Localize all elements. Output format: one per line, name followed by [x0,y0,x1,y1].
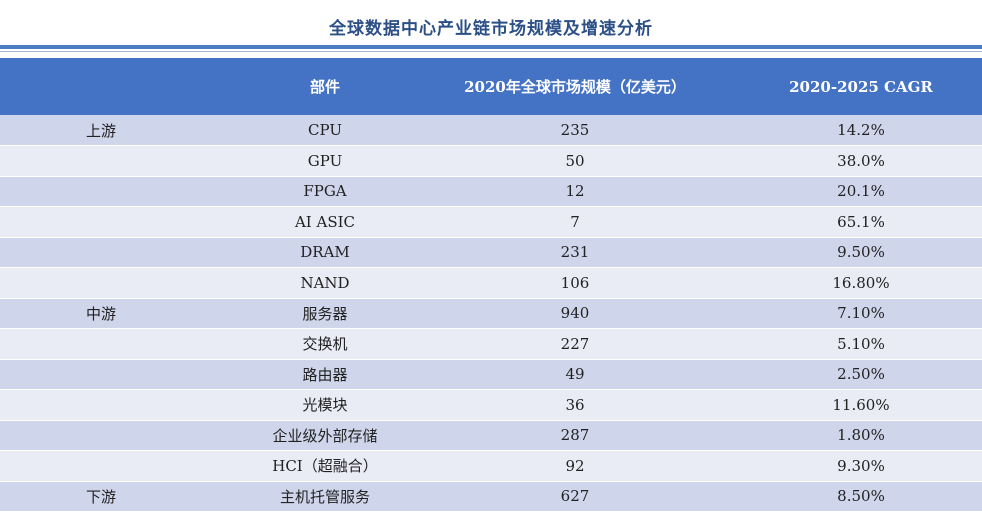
stage-cell: 下游 [0,481,240,512]
header-cagr: 2020-2025 CAGR [789,77,933,96]
title-underline-thin [0,51,982,52]
stage-cell [0,176,240,207]
size-cell: 50 [410,145,740,177]
stage-cell: 中游 [0,298,240,329]
size-cell: 940 [410,298,740,329]
cagr-cell: 20.1% [740,176,982,207]
part-cell: 企业级外部存储 [240,420,410,451]
part-cell: AI ASIC [240,206,410,238]
cagr-cell: 7.10% [740,298,982,329]
table-row: AI ASIC 7 65.1% [0,206,982,238]
table-row: FPGA 12 20.1% [0,176,982,207]
header-part: 部件 [309,78,340,96]
cagr-cell: 38.0% [740,145,982,177]
stage-cell [0,237,240,268]
title-underline [0,45,982,49]
size-cell: 12 [410,176,740,207]
part-cell: 主机托管服务 [240,481,410,512]
table-row: 中游 服务器 940 7.10% [0,298,982,329]
table-row: 交换机 227 5.10% [0,328,982,360]
table-row: 路由器 49 2.50% [0,359,982,390]
table-row: DRAM 231 9.50% [0,237,982,268]
page-title: 全球数据中心产业链市场规模及增速分析 [329,19,653,39]
cagr-cell: 2.50% [740,359,982,390]
market-size-table: 部件 2020年全球市场规模（亿美元） 2020-2025 CAGR 上游 CP… [0,58,982,512]
cagr-cell: 9.30% [740,450,982,482]
part-cell: FPGA [240,176,410,207]
table-row: 下游 主机托管服务 627 8.50% [0,481,982,512]
part-cell: GPU [240,145,410,177]
part-cell: 光模块 [240,389,410,421]
part-cell: 交换机 [240,328,410,360]
size-cell: 92 [410,450,740,482]
table-row: 光模块 36 11.60% [0,389,982,421]
table-row: HCI（超融合） 92 9.30% [0,450,982,482]
table-row: 企业级外部存储 287 1.80% [0,420,982,451]
cagr-cell: 11.60% [740,389,982,421]
stage-cell [0,450,240,482]
size-cell: 287 [410,420,740,451]
stage-cell: 上游 [0,115,240,146]
part-cell: CPU [240,115,410,146]
table-row: NAND 106 16.80% [0,267,982,299]
cagr-cell: 5.10% [740,328,982,360]
cagr-cell: 14.2% [740,115,982,146]
cagr-cell: 1.80% [740,420,982,451]
size-cell: 227 [410,328,740,360]
table-row: GPU 50 38.0% [0,145,982,177]
table-row: 上游 CPU 235 14.2% [0,115,982,146]
size-cell: 627 [410,481,740,512]
header-stage [0,58,240,115]
stage-cell [0,145,240,177]
cagr-cell: 65.1% [740,206,982,238]
part-cell: DRAM [240,237,410,268]
size-cell: 106 [410,267,740,299]
size-cell: 36 [410,389,740,421]
stage-cell [0,359,240,390]
stage-cell [0,267,240,299]
size-cell: 235 [410,115,740,146]
stage-cell [0,206,240,238]
size-cell: 7 [410,206,740,238]
part-cell: HCI（超融合） [240,450,410,482]
stage-cell [0,328,240,360]
part-cell: 服务器 [240,298,410,329]
size-cell: 49 [410,359,740,390]
part-cell: NAND [240,267,410,299]
stage-cell [0,389,240,421]
table-header-row: 部件 2020年全球市场规模（亿美元） 2020-2025 CAGR [0,58,982,115]
cagr-cell: 9.50% [740,237,982,268]
part-cell: 路由器 [240,359,410,390]
cagr-cell: 16.80% [740,267,982,299]
stage-cell [0,420,240,451]
header-market-size: 2020年全球市场规模（亿美元） [464,78,686,96]
cagr-cell: 8.50% [740,481,982,512]
size-cell: 231 [410,237,740,268]
